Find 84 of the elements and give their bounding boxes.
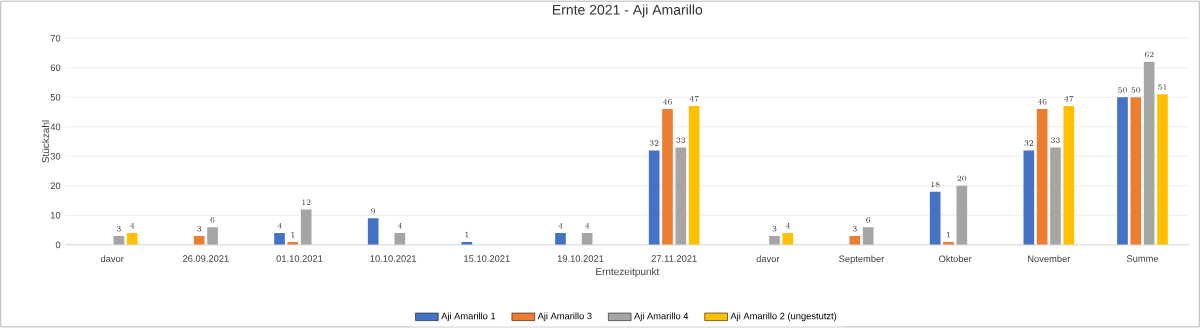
data-label: 20	[957, 176, 967, 182]
bar	[1050, 147, 1061, 246]
x-tick-label: 15.10.2021	[464, 255, 510, 263]
x-axis-title: Erntezeitpunkt	[596, 268, 660, 278]
bar	[207, 227, 218, 246]
bar	[367, 218, 379, 246]
y-tick-label: 70	[50, 35, 61, 42]
bar	[193, 236, 205, 246]
data-label: 9	[371, 208, 376, 214]
bar	[126, 233, 138, 246]
legend-label: Aji Amarillo 4	[634, 312, 689, 322]
data-label: 4	[558, 223, 563, 229]
bar	[1036, 109, 1048, 246]
x-tick-label: September	[839, 255, 885, 265]
data-label: 4	[785, 223, 790, 229]
x-tick-label: Summe	[1126, 255, 1159, 263]
bar	[662, 109, 673, 246]
bar	[929, 191, 941, 246]
data-label: 33	[676, 137, 686, 144]
bar	[1023, 150, 1035, 246]
data-label: 62	[1144, 52, 1154, 58]
bar	[849, 236, 861, 246]
y-tick-label: 30	[50, 153, 61, 160]
y-tick-label: 0	[55, 241, 61, 249]
bar	[769, 236, 780, 246]
legend-label: Aji Amarillo 1	[441, 312, 496, 322]
data-label: 32	[1024, 140, 1034, 147]
x-tick-label: 26.09.2021	[182, 255, 229, 263]
legend-label: Aji Amarillo 2 (ungestutzt)	[730, 312, 837, 322]
data-label: 1	[947, 232, 951, 238]
data-label: 3	[197, 226, 202, 232]
bar	[782, 233, 794, 246]
data-label: 4	[130, 223, 135, 229]
x-tick-label: 10.10.2021	[370, 255, 417, 263]
data-label: 6	[866, 217, 871, 223]
data-label: 1	[291, 232, 295, 238]
data-label: 4	[277, 223, 282, 229]
data-label: 50	[1131, 87, 1141, 93]
bar	[648, 150, 660, 246]
data-label: 4	[585, 223, 590, 229]
y-tick-label: 50	[50, 94, 61, 101]
bar	[688, 106, 700, 246]
bar	[1130, 97, 1142, 246]
data-label: 47	[689, 96, 699, 102]
bar	[956, 186, 968, 246]
bar	[300, 209, 312, 246]
x-tick-label: davor	[756, 255, 780, 263]
y-tick-label: 20	[50, 182, 61, 190]
x-tick-label: Oktober	[939, 255, 972, 263]
bar	[1117, 97, 1128, 246]
data-label: 46	[662, 99, 672, 105]
bar	[555, 233, 566, 246]
data-label: 32	[649, 140, 659, 147]
y-tick-label: 10	[50, 212, 61, 219]
bar	[1063, 106, 1075, 246]
x-tick-label: 27.11.2021	[651, 255, 697, 263]
x-tick-label: davor	[100, 255, 124, 263]
bar	[274, 233, 285, 246]
chart-title: Ernte 2021 - Aji Amarillo	[553, 4, 703, 18]
data-label: 1	[465, 232, 469, 238]
data-label: 3	[852, 226, 857, 232]
bar	[1157, 94, 1168, 246]
data-label: 33	[1051, 137, 1060, 144]
bar	[675, 147, 687, 246]
bar	[1143, 62, 1155, 246]
x-tick-label: 01.10.2021	[276, 255, 323, 263]
data-label: 18	[931, 181, 940, 188]
data-label: 46	[1037, 99, 1047, 105]
y-axis-title: Stückzahl	[41, 120, 50, 163]
data-label: 51	[1158, 84, 1167, 90]
data-label: 3	[116, 226, 121, 232]
bar	[862, 227, 874, 246]
y-tick-label: 40	[50, 123, 61, 131]
data-label: 6	[210, 217, 215, 223]
data-label: 47	[1064, 96, 1074, 102]
data-label: 50	[1118, 87, 1127, 93]
data-label: 3	[772, 226, 777, 232]
legend-label: Aji Amarillo 3	[537, 312, 592, 322]
data-label: 12	[302, 199, 311, 205]
x-tick-label: November	[1028, 255, 1071, 263]
y-tick-label: 60	[50, 64, 61, 72]
bar	[581, 233, 593, 246]
data-label: 4	[397, 223, 402, 229]
x-tick-label: 19.10.2021	[557, 255, 604, 263]
